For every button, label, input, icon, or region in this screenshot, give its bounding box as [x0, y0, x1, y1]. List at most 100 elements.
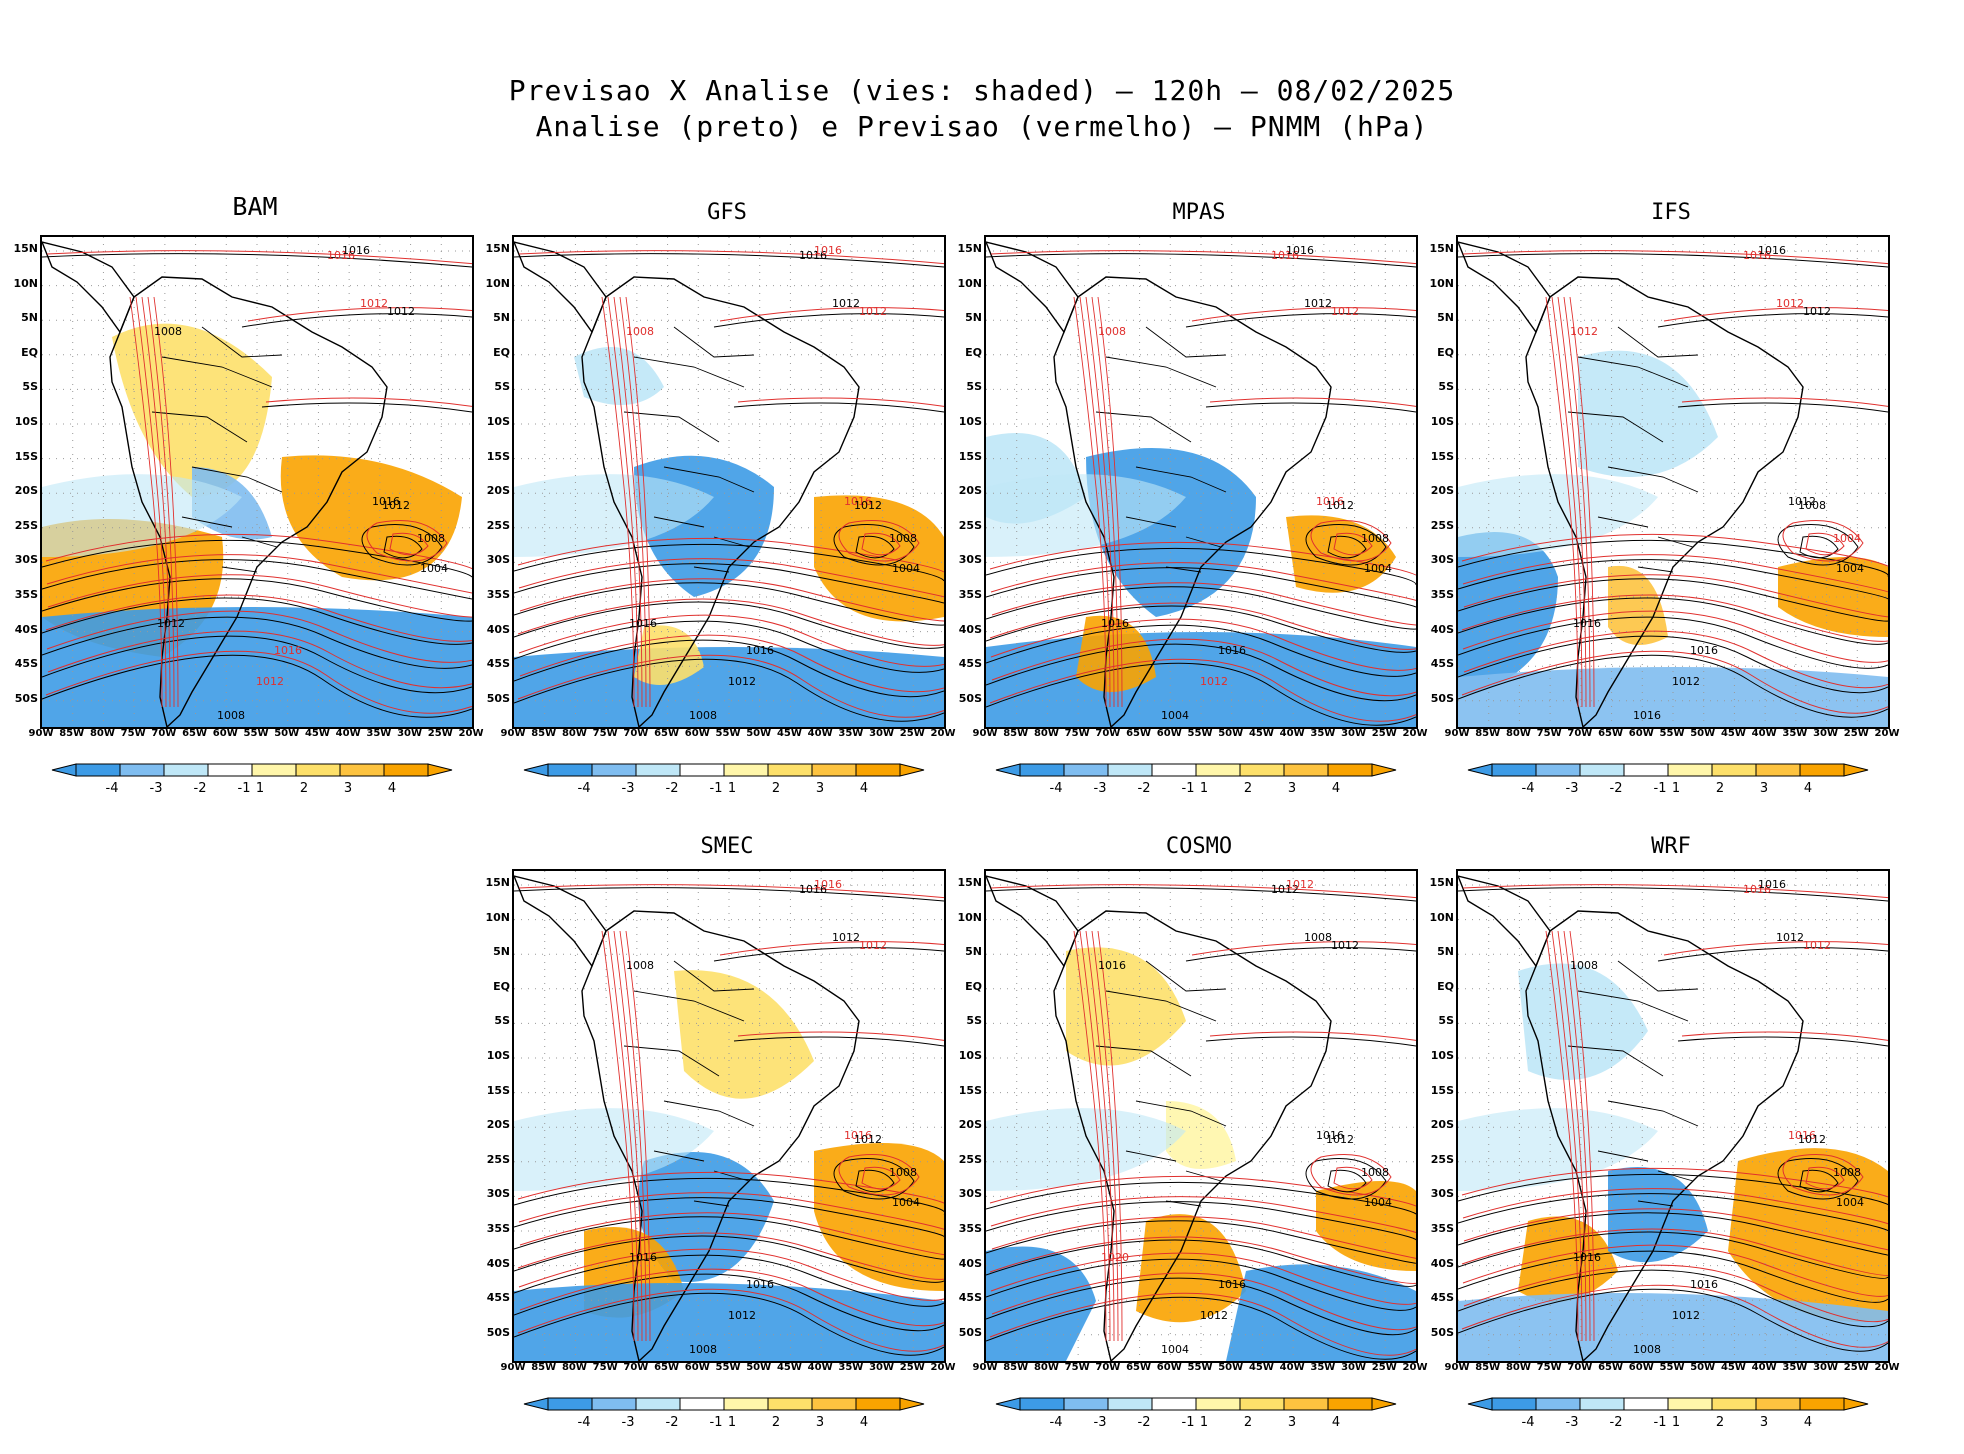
colorbar-bin	[1799, 763, 1845, 777]
coastline	[109, 276, 388, 727]
lat-tick-label: 25S	[486, 518, 510, 532]
lat-tick-label: 35S	[1430, 1222, 1454, 1235]
lon-tick-label: 40W	[335, 728, 361, 739]
colorbar-label: 1	[728, 781, 736, 796]
lat-tick-label: 10S	[958, 1049, 982, 1062]
country-border	[1567, 411, 1664, 443]
lat-tick-label: 30S	[1430, 1187, 1454, 1201]
lat-tick-label: 40S	[14, 622, 38, 636]
analysis-isobar	[42, 597, 472, 645]
isobar-label: 1020	[1101, 1251, 1129, 1264]
bias-shading	[574, 347, 664, 405]
forecast-isobar	[737, 397, 944, 407]
lon-tick-label: 75W	[120, 728, 146, 739]
pressure-bias-map: 1016101610121012100810161016101210081004…	[514, 237, 944, 727]
lon-tick-label: 45W	[304, 728, 330, 739]
colorbar-bin	[1755, 763, 1801, 777]
analysis-isobar	[514, 658, 944, 722]
country-border	[673, 960, 755, 992]
lat-tick-label: 30S	[958, 553, 982, 567]
lon-tick-label: 80W	[1505, 1362, 1531, 1373]
colorbar-bin	[679, 763, 725, 777]
lon-tick-label: 80W	[89, 728, 115, 739]
lat-tick-label: 10N	[957, 910, 982, 924]
isobar-label: 1016	[844, 1129, 872, 1142]
forecast-isobar	[1209, 1031, 1416, 1041]
lon-tick-label: 30W	[1341, 728, 1367, 739]
isobar-label: 1012	[1803, 305, 1831, 318]
coastline	[1458, 241, 1551, 334]
lon-tick-label: 85W	[1003, 1362, 1029, 1373]
lat-tick-label: 45S	[486, 1291, 510, 1305]
lat-tick-label: 30S	[486, 553, 510, 567]
analysis-isobar	[514, 253, 944, 268]
colorbar: -4 -3 -2 -1 1 2 3 4	[51, 763, 453, 796]
analysis-isobar	[1185, 313, 1416, 328]
analysis-isobar	[1657, 313, 1888, 328]
country-border	[1617, 326, 1699, 358]
panel-title: IFS	[1651, 200, 1691, 225]
country-border	[1657, 536, 1694, 548]
lon-tick-label: 25W	[1371, 728, 1397, 739]
panel-title: WRF	[1651, 834, 1691, 859]
forecast-isobar	[1085, 930, 1115, 1342]
forecast-isobar	[1079, 296, 1111, 708]
forecast-isobar	[613, 930, 643, 1342]
analysis-isobar	[733, 402, 944, 413]
analysis-isobar	[1458, 616, 1888, 669]
isobar-label: 1012	[1798, 1133, 1826, 1146]
forecast-isobar	[861, 532, 901, 556]
analysis-isobar	[1799, 1169, 1839, 1193]
isobar-label: 1012	[859, 305, 887, 318]
isobar-label: 1016	[1218, 1278, 1246, 1291]
lon-tick-label: 40W	[807, 1362, 833, 1373]
analysis-isobar	[514, 1197, 944, 1238]
colorbar-label: 1	[256, 781, 264, 796]
analysis-isobar	[986, 1220, 1416, 1264]
lat-tick-label: 5S	[966, 380, 982, 394]
lon-tick-label: 65W	[1126, 1362, 1152, 1373]
forecast-isobar	[1569, 930, 1595, 1342]
isobar-label: 1012	[1331, 939, 1359, 952]
colorbar-label: 2	[300, 781, 308, 796]
lat-tick-label: 15N	[485, 876, 510, 889]
forecast-isobar	[1805, 532, 1845, 556]
colorbar-label: -2	[194, 781, 207, 796]
lon-tick-label: 25W	[1843, 728, 1869, 739]
isobar-label: 1004	[1364, 1196, 1392, 1209]
panel-title: COSMO	[1165, 834, 1233, 859]
lon-tick-label: 80W	[1033, 728, 1059, 739]
country-border	[1125, 516, 1177, 528]
lon-tick-label: 40W	[1751, 1362, 1777, 1373]
colorbar-bin	[1755, 1397, 1801, 1411]
lon-tick-label: 90W	[28, 728, 54, 739]
coastline	[1525, 910, 1804, 1361]
forecast-isobar	[1563, 930, 1591, 1342]
lon-tick-label: 55W	[715, 728, 741, 739]
forecast-isobar	[1461, 1228, 1888, 1276]
country-border	[1577, 990, 1689, 1022]
lon-tick-label: 85W	[59, 728, 85, 739]
lon-tick-label: 40W	[1751, 728, 1777, 739]
analysis-isobar	[1677, 402, 1888, 413]
forecast-isobar	[1782, 1154, 1864, 1196]
forecast-isobar	[991, 582, 1416, 626]
lon-tick-label: 65W	[654, 1362, 680, 1373]
lat-tick-label: 35S	[1430, 588, 1454, 601]
isobar-label: 1004	[1161, 1343, 1189, 1356]
panel-title: SMEC	[700, 834, 754, 859]
lon-tick-label: 25W	[427, 728, 453, 739]
lat-tick-label: 50S	[1430, 1325, 1454, 1339]
coastline	[986, 875, 1079, 968]
lon-tick-label: 60W	[1628, 728, 1654, 739]
analysis-isobar	[855, 1169, 895, 1193]
lon-tick-label: 70W	[1095, 1362, 1121, 1373]
forecast-isobar	[47, 630, 472, 689]
lat-tick-label: 15S	[958, 449, 982, 463]
isobar-label: 1012	[1570, 325, 1598, 338]
colorbar-arrow-right	[1843, 1397, 1869, 1411]
isobar-label: 1012	[360, 297, 388, 310]
forecast-isobar	[1073, 930, 1107, 1342]
lon-tick-label: 50W	[1690, 728, 1716, 739]
forecast-isobar	[1462, 1188, 1888, 1225]
